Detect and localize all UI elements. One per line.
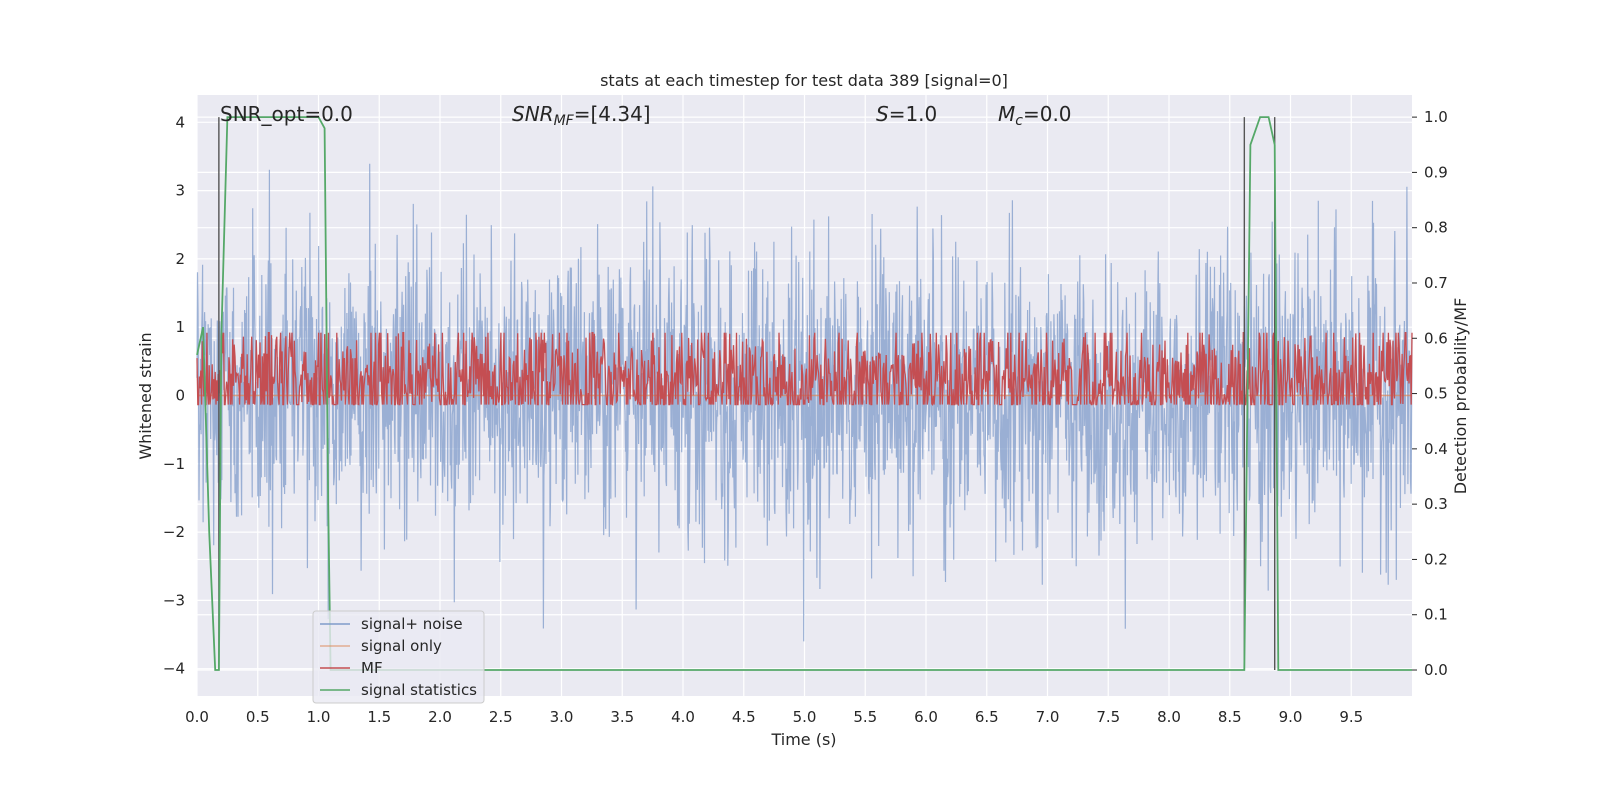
annotation-s-value: =1.0: [889, 102, 938, 126]
annotation-s-symbol: S: [876, 102, 889, 126]
x-tick-label: 9.5: [1339, 708, 1363, 726]
x-tick-label: 1.5: [367, 708, 391, 726]
y-axis-left: 4 3 2 1 0 −1 −2 −3 −4: [163, 113, 185, 677]
y-axis-label-left: Whitened strain: [136, 332, 155, 459]
series-signal-noise: [196, 163, 1413, 642]
x-tick-label: 6.0: [914, 708, 938, 726]
x-tick-label: 2.0: [428, 708, 452, 726]
x-tick-label: 9.0: [1279, 708, 1303, 726]
y-tick-label-right: 0.5: [1424, 385, 1448, 403]
annotation-s: S=1.0: [876, 102, 937, 126]
annotation-snr-mf-symbol: SNR: [512, 102, 554, 126]
legend: signal+ noise signal only MF signal stat…: [312, 610, 485, 704]
legend-label-signal-only: signal only: [361, 637, 442, 655]
x-tick-label: 8.0: [1157, 708, 1181, 726]
y-tick-label-left: −3: [163, 591, 185, 609]
annotation-snr-mf: SNRMF=[4.34]: [512, 102, 651, 129]
x-tick-label: 1.0: [307, 708, 331, 726]
annotation-mc-subscript: c: [1015, 113, 1023, 129]
x-axis: 0.0 0.5 1.0 1.5 2.0 2.5 3.0 3.5 4.0 4.5 5.0 5.5 6.0 6…: [185, 708, 1363, 726]
y-tick-label-left: 3: [175, 182, 185, 200]
y-tick-label-right: 0.3: [1424, 495, 1448, 513]
x-tick-label: 7.0: [1036, 708, 1060, 726]
annotation-mc-value: =0.0: [1023, 102, 1072, 126]
legend-box: [312, 610, 485, 704]
y-tick-label-right: 0.2: [1424, 550, 1448, 568]
y-tick-label-left: 0: [175, 387, 185, 405]
series-mf: [196, 332, 1413, 407]
x-tick-label: 3.0: [550, 708, 574, 726]
x-tick-label: 4.0: [671, 708, 695, 726]
y-tick-label-left: 2: [175, 250, 185, 268]
x-tick-label: 8.5: [1218, 708, 1242, 726]
y-tick-label-right: 0.7: [1424, 274, 1448, 292]
x-tick-label: 6.5: [975, 708, 999, 726]
y-tick-label-right: 0.0: [1424, 661, 1448, 679]
y-tick-label-right: 0.6: [1424, 329, 1448, 347]
x-axis-label: Time (s): [770, 730, 836, 749]
x-tick-label: 0.5: [246, 708, 270, 726]
y-tick-label-right: 0.8: [1424, 219, 1448, 237]
y-tick-label-left: 4: [175, 113, 185, 131]
y-tick-label-left: 1: [175, 318, 185, 336]
y-tick-label-right: 1.0: [1424, 108, 1448, 126]
y-tick-label-right: 0.1: [1424, 606, 1448, 624]
x-tick-label: 5.5: [853, 708, 877, 726]
y-tick-label-left: −1: [163, 455, 185, 473]
y-axis-right: 1.0 0.9 0.8 0.7 0.6 0.5 0.4 0.3 0.2 0.1 0.0: [1412, 108, 1448, 679]
chart-title: stats at each timestep for test data 389…: [600, 71, 1008, 90]
annotation-mc-symbol: M: [998, 102, 1015, 126]
x-tick-label: 0.0: [185, 708, 209, 726]
x-tick-label: 7.5: [1096, 708, 1120, 726]
x-tick-label: 2.5: [489, 708, 513, 726]
legend-label-signal-statistics: signal statistics: [361, 681, 477, 699]
y-tick-label-right: 0.9: [1424, 163, 1448, 181]
annotation-mc: Mc=0.0: [998, 102, 1072, 129]
annotation-snr-mf-subscript: MF: [554, 113, 575, 129]
legend-label-signal-noise: signal+ noise: [361, 615, 463, 633]
x-tick-label: 4.5: [732, 708, 756, 726]
y-tick-label-left: −2: [163, 523, 185, 541]
legend-label-mf: MF: [361, 659, 383, 677]
y-axis-label-right: Detection probability/MF: [1451, 298, 1470, 495]
annotation-snr-mf-value: =[4.34]: [574, 102, 651, 126]
y-tick-label-left: −4: [163, 660, 185, 678]
y-tick-label-right: 0.4: [1424, 440, 1448, 458]
x-tick-label: 3.5: [610, 708, 634, 726]
annotation-snr-opt: SNR_opt=0.0: [220, 102, 353, 126]
x-tick-label: 5.0: [793, 708, 817, 726]
